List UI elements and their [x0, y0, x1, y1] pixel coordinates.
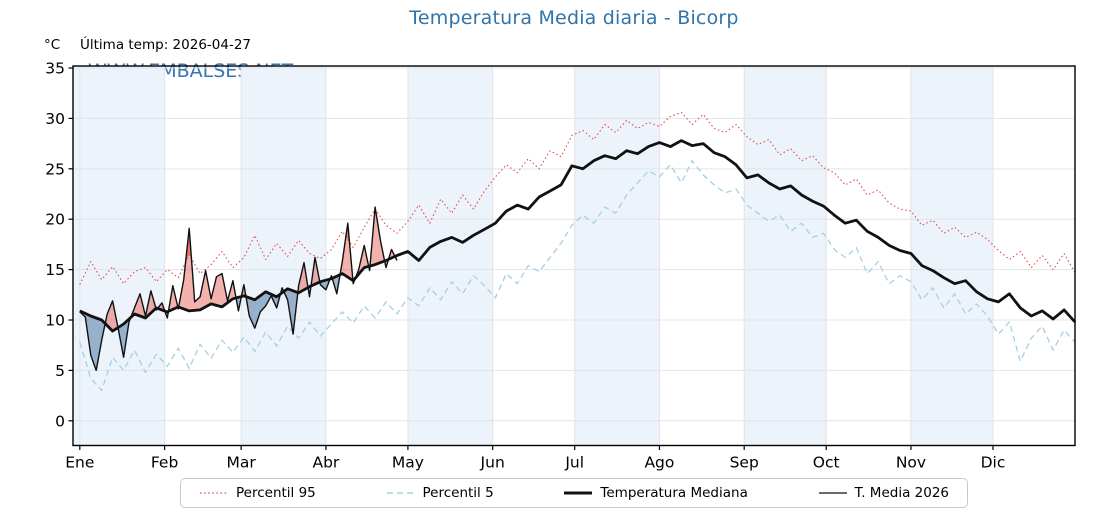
month-band	[73, 66, 165, 446]
y-tick-label: 30	[45, 110, 65, 128]
legend-line-sample	[564, 491, 593, 495]
y-tick-label: 0	[55, 412, 65, 430]
y-axis-unit-label: °C	[44, 37, 61, 53]
x-tick-label: Sep	[730, 454, 759, 472]
x-tick-label: Mar	[227, 454, 257, 472]
x-tick-label: Dic	[981, 454, 1006, 472]
legend-line-sample	[818, 492, 847, 494]
x-tick-label: Nov	[896, 454, 926, 472]
legend-item-t-media-2026: T. Media 2026	[818, 485, 949, 501]
x-tick-label: Abr	[312, 454, 339, 472]
x-tick-label: Feb	[151, 454, 178, 472]
y-tick-label: 5	[55, 362, 65, 380]
x-tick-label: May	[392, 454, 424, 472]
y-tick-label: 15	[45, 261, 65, 279]
legend-label: Percentil 95	[236, 485, 316, 501]
legend: Percentil 95 Percentil 5 Temperatura Media…	[180, 478, 968, 508]
x-tick-label: Ago	[644, 454, 674, 472]
month-band	[744, 66, 827, 446]
month-band	[241, 66, 326, 446]
legend-item-temperatura-mediana: Temperatura Mediana	[563, 485, 748, 501]
legend-label: Temperatura Mediana	[600, 485, 748, 501]
y-tick-label: 25	[45, 160, 65, 178]
last-temp-annotation: Última temp: 2026-04-27	[80, 37, 252, 53]
legend-line-sample	[200, 492, 228, 494]
x-tick-label: Oct	[813, 454, 840, 472]
legend-label: T. Media 2026	[854, 485, 949, 501]
legend-item-percentil-95: Percentil 95	[199, 485, 316, 501]
legend-label: Percentil 5	[422, 485, 494, 501]
x-tick-label: Ene	[65, 454, 94, 472]
month-band	[574, 66, 660, 446]
series-percentil-5	[79, 160, 1076, 392]
legend-item-percentil-5: Percentil 5	[386, 485, 494, 501]
axes-frame	[72, 65, 1076, 447]
x-tick-label: Jun	[480, 454, 505, 472]
y-tick-label: 20	[45, 211, 65, 229]
legend-line-sample	[386, 492, 415, 494]
chart-title: Temperatura Media diaria - Bicorp	[409, 7, 739, 29]
fill-above-median	[79, 207, 398, 332]
y-tick-label: 35	[45, 60, 65, 78]
month-band	[910, 66, 993, 446]
month-band	[407, 66, 493, 446]
series-t-media-2026	[79, 206, 398, 372]
y-tick-label: 10	[45, 312, 65, 330]
x-tick-label: Jul	[564, 454, 584, 472]
